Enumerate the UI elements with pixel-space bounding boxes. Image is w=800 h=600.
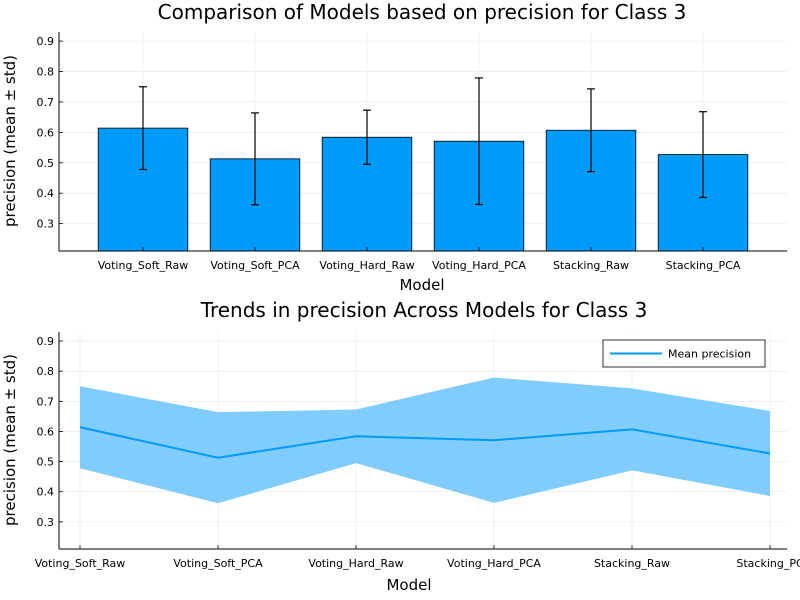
std-band-area (80, 377, 770, 504)
bar-y-tick-label: 0.4 (37, 187, 55, 200)
line-y-tick-label: 0.3 (37, 516, 55, 529)
bar-chart-error-bars (139, 77, 707, 206)
line-y-tick-label: 0.7 (37, 395, 55, 408)
bar-x-tick-label: Stacking_PCA (666, 259, 741, 272)
bar-x-tick-label: Stacking_Raw (553, 259, 629, 272)
bar-y-tick-label: 0.3 (37, 218, 55, 231)
bar-y-tick-label: 0.5 (37, 157, 55, 170)
bar-chart-y-label: precision (mean ± std) (1, 55, 19, 227)
mean-precision-line (79, 426, 771, 459)
line-y-tick-label: 0.9 (37, 335, 55, 348)
line-chart-panel: Trends in precision Across Models for Cl… (1, 298, 800, 594)
line-y-tick-label: 0.5 (37, 456, 55, 469)
line-x-tick-label: Voting_Hard_Raw (308, 557, 403, 570)
bar-chart-x-label: Model (399, 276, 444, 294)
bar-y-tick-label: 0.6 (37, 126, 55, 139)
line-y-tick-label: 0.6 (37, 425, 55, 438)
bar-x-tick-label: Voting_Hard_Raw (319, 259, 414, 272)
bar-x-tick-label: Voting_Soft_PCA (210, 259, 300, 272)
legend: Mean precision (602, 339, 766, 368)
line-y-tick-label: 0.8 (37, 365, 55, 378)
line-x-tick-label: Stacking_PC (736, 557, 800, 570)
line-y-tick-label: 0.4 (37, 486, 55, 499)
legend-label: Mean precision (668, 348, 751, 361)
line-x-tick-label: Voting_Soft_Raw (35, 557, 126, 570)
line-chart-x-label: Model (386, 576, 431, 594)
bar-y-tick-label: 0.7 (37, 96, 55, 109)
bar-chart-x-ticks: Voting_Soft_Raw Voting_Soft_PCA Voting_Har… (98, 247, 741, 272)
bar-y-tick-label: 0.9 (37, 35, 55, 48)
line-chart-x-ticks: Voting_Soft_Raw Voting_Soft_PCA Voting_Har… (35, 545, 800, 570)
bar-y-tick-label: 0.8 (37, 66, 55, 79)
line-chart-y-label: precision (mean ± std) (1, 354, 19, 526)
line-x-tick-label: Voting_Soft_PCA (173, 557, 263, 570)
line-x-tick-label: Voting_Hard_PCA (447, 557, 541, 570)
line-chart-title: Trends in precision Across Models for Cl… (200, 298, 648, 322)
bar-x-tick-label: Voting_Soft_Raw (98, 259, 189, 272)
line-chart-y-ticks: 0.3 0.4 0.5 0.6 0.7 0.8 0.9 (37, 335, 63, 529)
bar-chart-y-ticks: 0.3 0.4 0.5 0.6 0.7 0.8 0.9 (37, 35, 63, 231)
bar-chart-panel: Comparison of Models based on precision … (1, 0, 787, 294)
legend-box (602, 339, 766, 368)
bar-chart-title: Comparison of Models based on precision … (158, 0, 687, 24)
bar-x-tick-label: Voting_Hard_PCA (432, 259, 526, 272)
line-x-tick-label: Stacking_Raw (594, 557, 670, 570)
